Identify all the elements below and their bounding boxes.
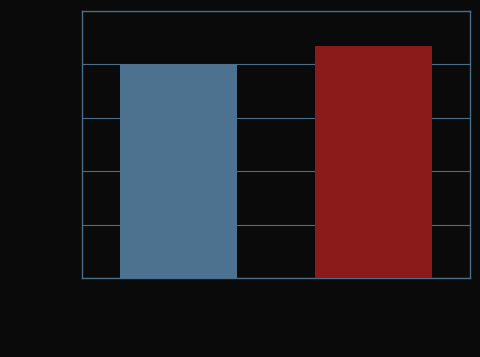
Bar (120, 64, 237, 278)
Bar (315, 45, 432, 278)
